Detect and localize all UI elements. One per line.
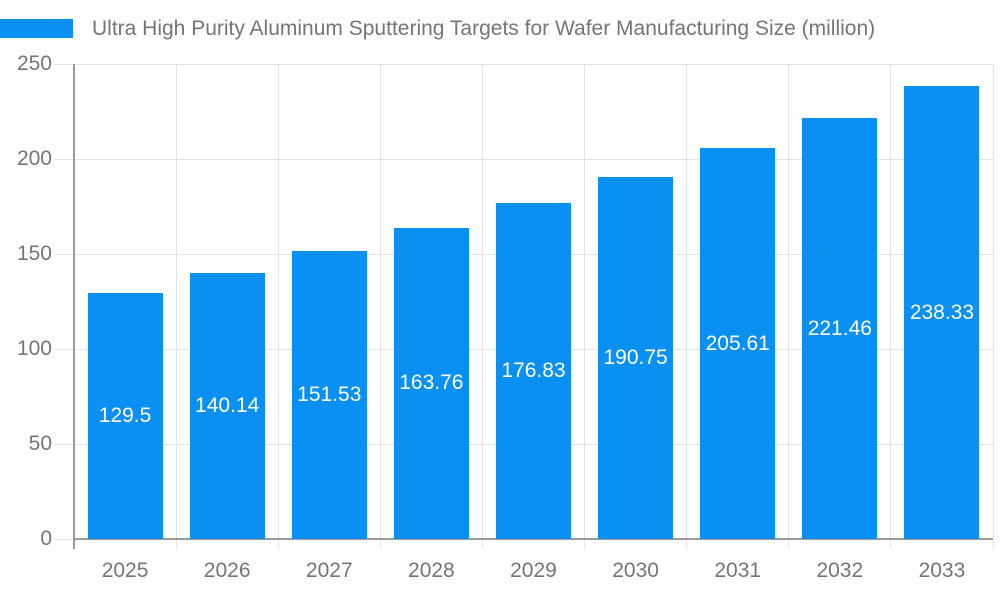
- x-axis-tick-label: 2032: [816, 559, 864, 582]
- bar-2028[interactable]: 163.76: [393, 227, 469, 539]
- y-axis-tick-label: 50: [28, 432, 52, 455]
- x-axis-tick-label: 2029: [510, 559, 557, 582]
- bar-value-label: 205.61: [705, 331, 770, 355]
- x-gridline: [686, 64, 688, 549]
- x-gridline: [277, 64, 279, 549]
- x-axis-tick-label: 2028: [408, 559, 455, 582]
- y-axis-tick-label: 150: [16, 242, 52, 265]
- legend-swatch[interactable]: [0, 19, 73, 38]
- bar-value-label: 221.46: [807, 316, 872, 340]
- x-axis-tick-label: 2025: [101, 559, 149, 582]
- y-axis-tick-label: 250: [16, 52, 52, 75]
- y-axis-line: [73, 64, 75, 549]
- bar-value-label: 129.5: [98, 403, 152, 427]
- y-axis-tick-label: 200: [16, 147, 52, 170]
- x-gridline: [890, 64, 892, 549]
- y-axis-tick-label: 0: [40, 527, 52, 550]
- x-axis-tick-label: 2027: [305, 559, 353, 582]
- bar-value-label: 140.14: [195, 393, 260, 417]
- bar-value-label: 151.53: [297, 383, 362, 407]
- bar-value-label: 163.76: [399, 371, 464, 395]
- bar-2029[interactable]: 176.83: [496, 203, 571, 539]
- x-axis-line: [74, 538, 993, 540]
- bar-2032[interactable]: 221.46: [802, 118, 878, 539]
- x-gridline: [175, 64, 177, 549]
- x-gridline: [584, 64, 586, 549]
- y-gridline: [54, 63, 993, 65]
- x-gridline: [379, 64, 381, 549]
- x-axis-tick-label: 2026: [203, 559, 251, 582]
- bar-value-label: 238.33: [909, 300, 975, 324]
- bar-2025[interactable]: 129.5: [87, 292, 163, 539]
- x-gridline: [992, 64, 994, 549]
- chart-title: Ultra High Purity Aluminum Sputtering Ta…: [92, 17, 876, 40]
- x-axis-tick-label: 2031: [714, 559, 762, 582]
- x-axis-tick-label: 2033: [918, 559, 966, 582]
- bar-2033[interactable]: 238.33: [904, 86, 980, 539]
- y-gridline: [54, 158, 993, 160]
- bar-value-label: 190.75: [603, 345, 668, 369]
- bar-value-label: 176.83: [501, 359, 566, 382]
- y-axis-tick-label: 100: [16, 337, 52, 360]
- x-axis-tick-label: 2030: [612, 559, 659, 582]
- x-gridline: [481, 64, 483, 549]
- bar-2027[interactable]: 151.53: [291, 251, 367, 539]
- bar-2026[interactable]: 140.14: [189, 272, 265, 539]
- bar-2031[interactable]: 205.61: [700, 148, 776, 539]
- bar-2030[interactable]: 190.75: [598, 176, 674, 539]
- x-gridline: [788, 64, 790, 549]
